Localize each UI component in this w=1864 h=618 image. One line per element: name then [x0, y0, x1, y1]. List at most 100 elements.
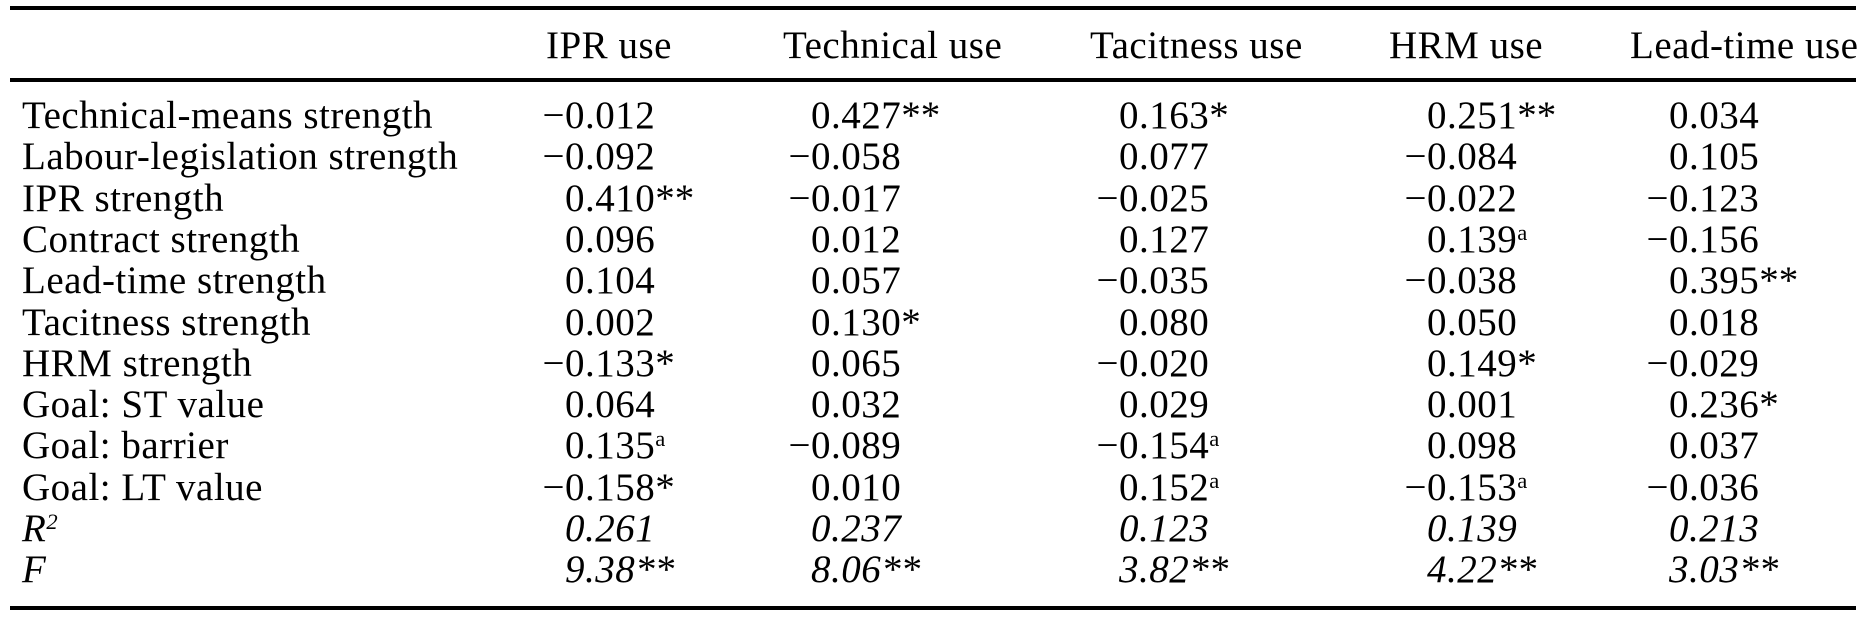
value-cell: 0.139 [1399, 509, 1517, 548]
value-number: 0.163 [1119, 94, 1210, 137]
value-number: 0.427 [811, 94, 902, 137]
table-row: Goal: barrier 0.135a −0.089 −0.154a 0.098 0.0… [0, 426, 1864, 467]
value-cell: 0.080 [1091, 303, 1209, 342]
significance-asterisks: * [1517, 342, 1537, 385]
row-label: Labour-legislation strength [22, 135, 459, 178]
row-label: Goal: LT value [22, 466, 263, 509]
row-label: R2 [22, 507, 58, 550]
minus-sign: − [542, 342, 565, 385]
row-label: F [22, 548, 47, 591]
row-label: Technical-means strength [22, 94, 434, 137]
table-row: Tacitness strength 0.002 0.130* 0.080 0.050 0… [0, 303, 1864, 344]
value-number: 0.092 [565, 135, 656, 178]
row-label: IPR strength [22, 177, 225, 220]
value-cell: 0.029 [1091, 385, 1209, 424]
value-number: 0.077 [1119, 135, 1210, 178]
value-cell: −0.035 [1091, 261, 1209, 300]
value-cell: 0.032 [783, 385, 901, 424]
value-number: 0.089 [811, 424, 902, 467]
minus-sign: − [542, 94, 565, 137]
value-number: 0.029 [1119, 383, 1210, 426]
significance-asterisks: ** [1497, 548, 1537, 591]
value-number: 0.154 [1119, 424, 1210, 467]
value-cell: 4.22** [1399, 550, 1536, 589]
value-number: 0.010 [811, 466, 902, 509]
significance-asterisks: ** [1739, 548, 1779, 591]
significance-asterisks: ** [1759, 259, 1799, 302]
value-number: 0.104 [565, 259, 656, 302]
table-row: Lead-time strength 0.104 0.057 −0.035 −0.038… [0, 261, 1864, 302]
value-number: 0.037 [1669, 424, 1760, 467]
minus-sign: − [1096, 342, 1119, 385]
minus-sign: − [1096, 259, 1119, 302]
value-cell: −0.017 [783, 179, 901, 218]
significance-asterisks: * [1759, 383, 1779, 426]
significance-asterisks: ** [1189, 548, 1229, 591]
value-number: 0.032 [811, 383, 902, 426]
minus-sign: − [1096, 424, 1119, 467]
value-cell: 0.149* [1399, 344, 1537, 383]
value-cell: −0.089 [783, 426, 901, 465]
table-row: Technical-means strength −0.012 0.427** 0.1… [0, 96, 1864, 137]
value-cell: −0.022 [1399, 179, 1517, 218]
significance-asterisks: * [655, 466, 675, 509]
value-number: 0.035 [1119, 259, 1210, 302]
value-number: 8.06 [811, 548, 882, 591]
row-label: Goal: barrier [22, 424, 229, 467]
value-number: 0.236 [1669, 383, 1760, 426]
value-cell: 0.057 [783, 261, 901, 300]
value-cell: −0.029 [1641, 344, 1759, 383]
table-row: HRM strength −0.133* 0.065 −0.020 0.149* −0.0… [0, 344, 1864, 385]
value-number: 0.156 [1669, 218, 1760, 261]
significance-asterisks: * [655, 342, 675, 385]
table-row: Labour-legislation strength −0.092 − 0.058 0… [0, 137, 1864, 178]
value-number: 0.084 [1427, 135, 1518, 178]
value-cell: 9.38** [537, 550, 674, 589]
value-cell: 0.395** [1641, 261, 1798, 300]
significance-superscript: a [1517, 219, 1528, 245]
minus-sign: − [542, 466, 565, 509]
value-number: 0.135 [565, 424, 656, 467]
column-header-technical-use: Technical use [783, 24, 1003, 67]
value-cell: −0.025 [1091, 179, 1209, 218]
table-row: Goal: ST value 0.064 0.032 0.029 0.001 0.236* [0, 385, 1864, 426]
table-row: F 9.38** 8.06** 3.82** 4.22** 3.03** [0, 550, 1864, 591]
value-number: 0.149 [1427, 342, 1518, 385]
value-cell: 0.163* [1091, 96, 1229, 135]
value-number: 0.058 [811, 135, 902, 178]
value-number: 0.098 [1427, 424, 1518, 467]
value-cell: 0.213 [1641, 509, 1759, 548]
value-cell: −0.092 [537, 137, 655, 176]
value-cell: 0.105 [1641, 137, 1759, 176]
value-cell: 0.012 [783, 220, 901, 259]
row-label-superscript: 2 [46, 508, 58, 534]
value-number: 0.036 [1669, 466, 1760, 509]
value-cell: 0.096 [537, 220, 655, 259]
value-cell: −0.123 [1641, 179, 1759, 218]
value-cell: 0.152a [1091, 468, 1219, 507]
value-cell: 0.251** [1399, 96, 1556, 135]
value-number: 0.139 [1427, 507, 1518, 550]
value-number: 0.029 [1669, 342, 1760, 385]
value-cell: −0.038 [1399, 261, 1517, 300]
value-cell: −0.084 [1399, 137, 1517, 176]
value-cell: −0.036 [1641, 468, 1759, 507]
value-number: 0.002 [565, 301, 656, 344]
minus-sign: − [1404, 466, 1427, 509]
value-cell: 0.236* [1641, 385, 1779, 424]
value-number: 0.410 [565, 177, 656, 220]
table-top-rule [10, 6, 1856, 10]
value-cell: 0.077 [1091, 137, 1209, 176]
value-cell: 0.010 [783, 468, 901, 507]
value-cell: 0.127 [1091, 220, 1209, 259]
value-cell: 0.065 [783, 344, 901, 383]
value-cell: 0.034 [1641, 96, 1759, 135]
significance-superscript: a [1209, 467, 1220, 493]
row-label: Tacitness strength [22, 301, 311, 344]
minus-sign: − [1096, 177, 1119, 220]
value-cell: 3.82** [1091, 550, 1228, 589]
value-cell: 0.130* [783, 303, 921, 342]
minus-sign: − [1404, 177, 1427, 220]
minus-sign: − [1404, 135, 1427, 178]
